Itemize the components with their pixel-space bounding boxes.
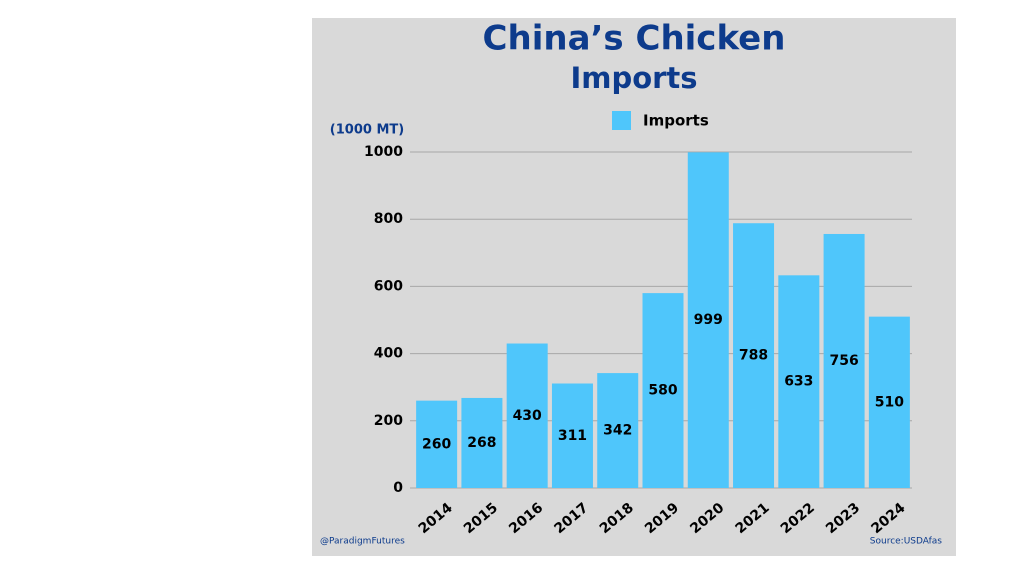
y-axis-label: (1000 MT): [330, 123, 404, 138]
y-tick-label: 0: [393, 480, 403, 496]
value-label: 510: [875, 394, 904, 410]
source: Source:USDAfas: [870, 537, 943, 547]
bar: [551, 383, 593, 488]
y-tick-label: 1000: [364, 144, 403, 160]
value-label: 260: [422, 436, 451, 452]
value-label: 430: [513, 408, 542, 424]
credit: @ParadigmFutures: [320, 537, 405, 547]
bar: [416, 400, 458, 488]
chart-title: Imports: [570, 61, 697, 95]
bar: [823, 233, 865, 488]
value-label: 342: [603, 423, 632, 439]
value-label: 311: [558, 428, 587, 444]
bar: [642, 293, 684, 488]
bar: [778, 275, 820, 488]
bar: [733, 223, 775, 488]
y-tick-label: 400: [374, 346, 403, 362]
value-label: 268: [467, 435, 496, 451]
value-label: 999: [694, 312, 723, 328]
bar: [461, 397, 503, 488]
value-label: 788: [739, 348, 768, 364]
value-label: 633: [784, 374, 813, 390]
bar: [687, 152, 729, 488]
bar: [506, 343, 548, 488]
bar: [868, 316, 910, 488]
y-tick-label: 200: [374, 413, 403, 429]
chart-title: China’s Chicken: [483, 19, 786, 59]
legend-label: Imports: [643, 112, 709, 130]
legend-swatch: [612, 111, 631, 130]
bar: [597, 373, 639, 488]
value-label: 756: [829, 353, 858, 369]
y-tick-label: 600: [374, 278, 403, 294]
value-label: 580: [648, 383, 677, 399]
y-tick-label: 800: [374, 211, 403, 227]
